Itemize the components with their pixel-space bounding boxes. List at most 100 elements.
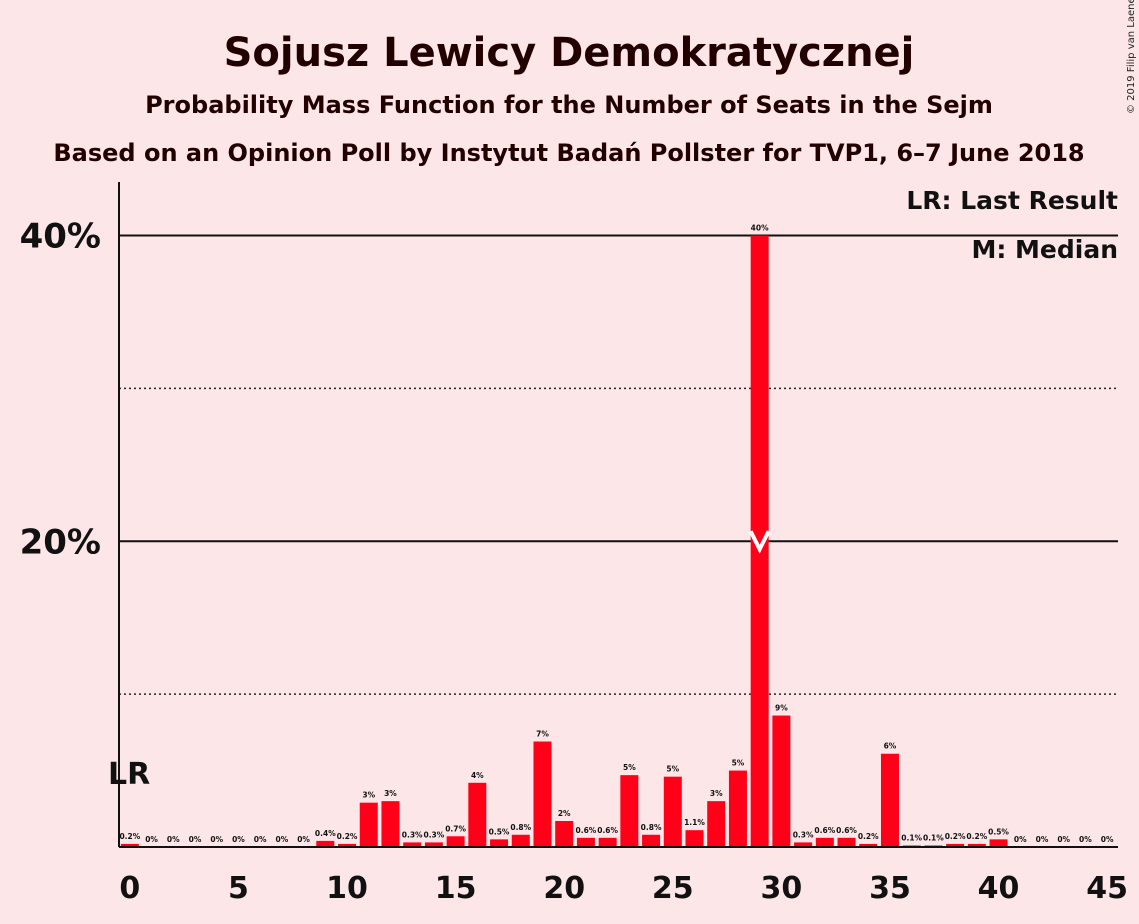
bar-value-label: 0% [1079,835,1092,844]
bar [663,776,682,847]
bar-value-label: 0% [297,835,310,844]
bar [989,839,1008,847]
bar-value-label: 5% [732,759,745,768]
bar-value-label: 0.5% [489,827,510,836]
bar-value-label: 40% [751,224,769,233]
bar-value-label: 3% [384,789,397,798]
median-chevron [748,530,771,554]
bar-value-label: 7% [536,730,549,739]
bar-value-labels: 0.2% 0% 0% 0% 0% 0% 0% 0% 0%0.4% 0.2%3% 3%0.3% 0.3%… [119,224,1114,844]
median-marker [748,530,771,554]
bar-value-label: 0.2% [945,832,966,841]
bar-value-label: 5% [623,763,636,772]
bar-value-label: 0.8% [510,823,531,832]
y-tick-label: 40% [20,217,101,257]
bar [359,802,378,847]
bar [772,715,791,847]
bar-value-label: 0.2% [966,832,987,841]
bar [837,837,856,847]
bar [859,843,878,847]
bar-value-label: 0.7% [445,824,466,833]
bar-value-label: 0% [1057,835,1070,844]
bar-value-label: 0.6% [836,826,857,835]
bar-value-label: 0% [210,835,223,844]
bar [511,834,530,847]
bar-value-label: 9% [775,704,788,713]
bar-value-label: 0% [189,835,202,844]
bar-value-label: 6% [884,742,897,751]
bar-value-label: 3% [362,791,375,800]
x-tick-label: 5 [228,871,249,906]
bar [338,843,357,847]
bar [620,775,639,847]
bar [880,753,899,847]
bar-value-label: 0.1% [901,833,922,842]
bar-value-label: 1.1% [684,818,705,827]
bar [685,830,704,847]
bar-value-label: 0% [167,835,180,844]
bar-value-label: 0% [254,835,267,844]
last-result-marker-label: LR [108,757,150,792]
bar-value-label: 0.4% [315,829,336,838]
bar-value-label: 0% [276,835,289,844]
bar [490,839,509,847]
bar-value-label: 0.2% [858,832,879,841]
bar-value-label: 0.8% [641,823,662,832]
bar [446,836,465,847]
chart-title: Sojusz Lewicy Demokratycznej [224,30,915,76]
x-tick-label: 35 [869,871,911,906]
x-tick-label: 10 [326,871,368,906]
x-tick-label: 15 [435,871,477,906]
bar [403,842,422,847]
bar [533,741,552,847]
bar-value-label: 0.5% [988,827,1009,836]
bar [707,801,726,847]
bars [120,235,1008,848]
bar-value-label: 0.3% [423,830,444,839]
bar-value-label: 0% [1036,835,1049,844]
x-tick-label: 30 [761,871,803,906]
bar-value-label: 2% [558,809,571,818]
bar [598,837,617,847]
x-tick-label: 25 [652,871,694,906]
y-tick-label: 20% [20,522,101,562]
bar-value-label: 0% [232,835,245,844]
bar [728,770,747,847]
bar-value-label: 0% [1101,835,1114,844]
bar-value-label: 0.6% [597,826,618,835]
bar-value-label: 0% [145,835,158,844]
bar-value-label: 0.3% [402,830,423,839]
x-tick-label: 40 [978,871,1020,906]
chart-subtitle: Probability Mass Function for the Number… [145,91,993,119]
bar-value-label: 0.3% [793,830,814,839]
axes: 20% 40% 0 5 10 15 20 25 30 35 40 45 [20,182,1128,906]
bar-value-label: 0.1% [923,833,944,842]
bar [424,842,443,847]
bar [815,837,834,847]
legend-last-result: LR: Last Result [906,186,1118,215]
bar-value-label: 0.2% [119,832,140,841]
legend-median: M: Median [971,235,1118,264]
bar-value-label: 0% [1014,835,1027,844]
bar [642,834,661,847]
copyright-notice: © 2019 Filip van Laenen [1126,0,1137,114]
bar [468,782,487,847]
bar [750,235,769,848]
chart-subtitle-2: Based on an Opinion Poll by Instytut Bad… [53,139,1084,167]
bar-value-label: 0.2% [337,832,358,841]
bar [946,843,965,847]
gridlines [119,234,1118,695]
bar [576,837,595,847]
bar [967,843,986,847]
bar-value-label: 0.6% [576,826,597,835]
bar-value-label: 0.6% [814,826,835,835]
bar [316,840,335,847]
x-tick-label: 20 [543,871,585,906]
bar [381,801,400,847]
bar [794,842,813,847]
bar [120,843,139,847]
bar-value-label: 4% [471,771,484,780]
x-tick-label: 45 [1086,871,1128,906]
bar [555,821,574,847]
